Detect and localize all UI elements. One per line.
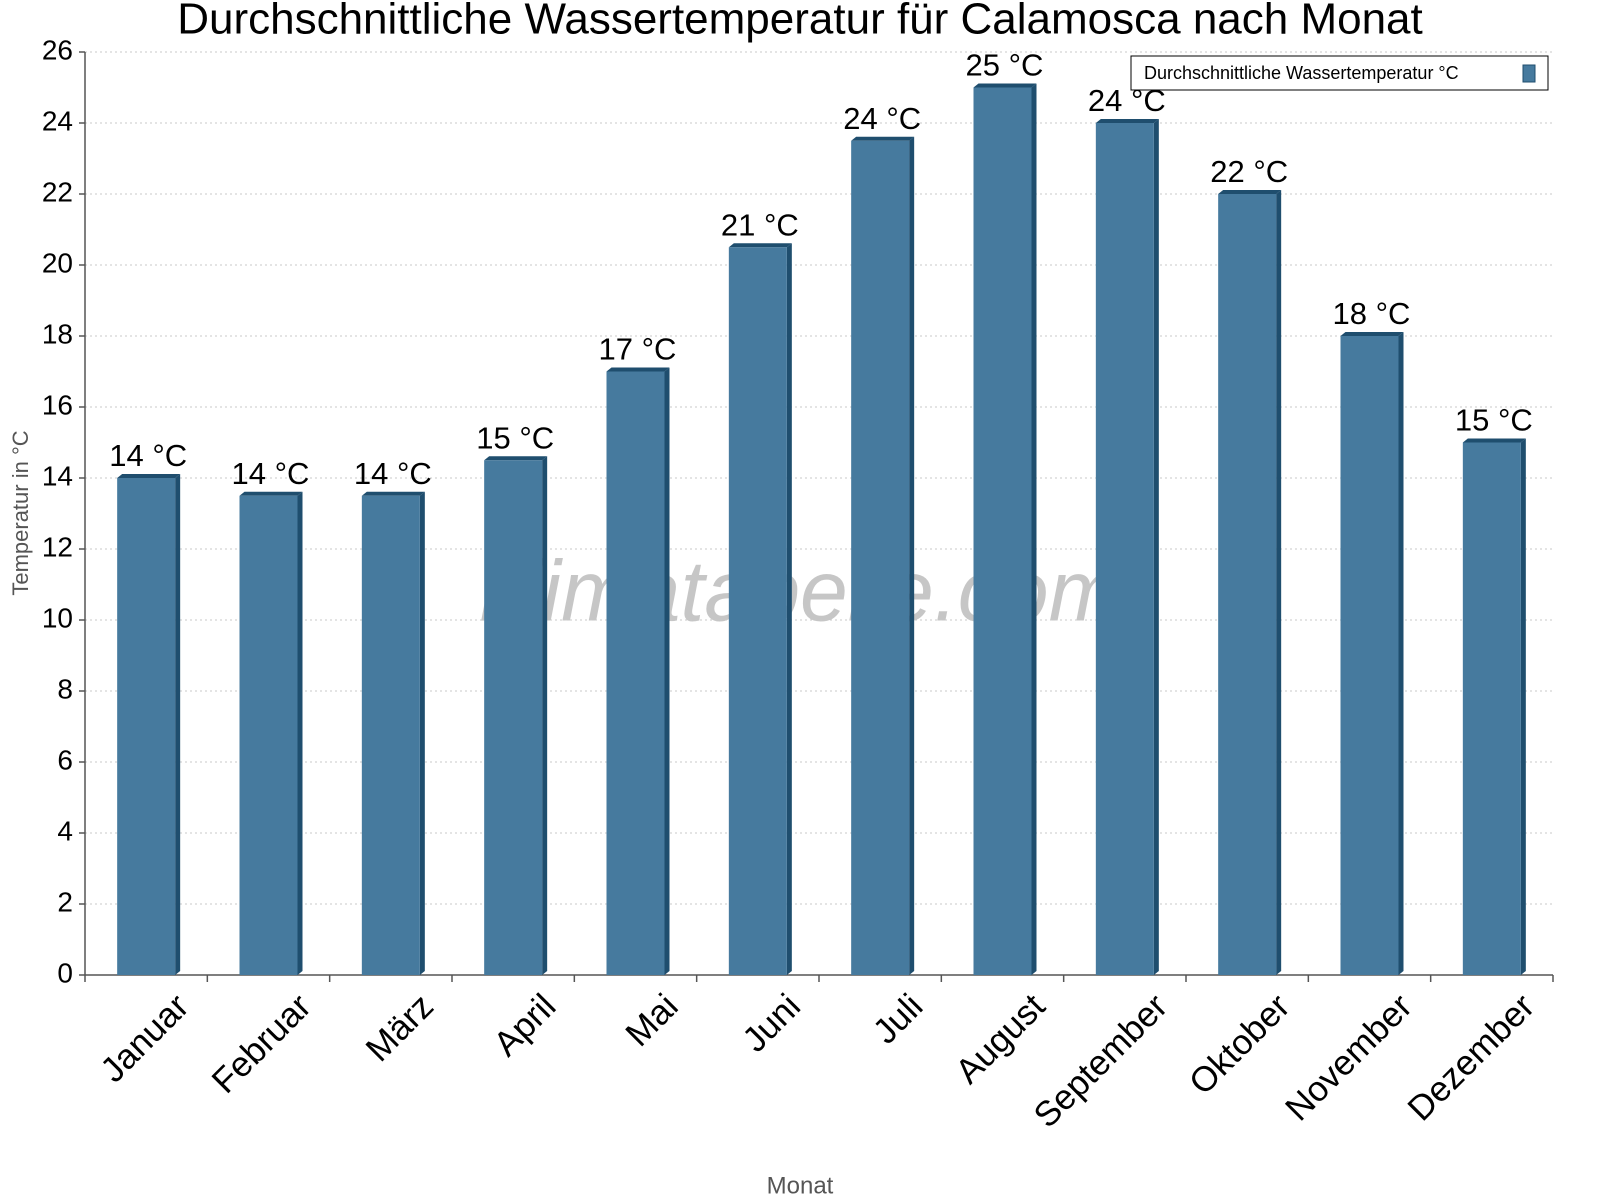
bar-side (786, 243, 792, 975)
x-tick-label: Januar (93, 986, 196, 1089)
bar-top (239, 491, 303, 496)
x-tick-label: Oktober (1182, 986, 1298, 1102)
y-tick-label: 14 (42, 460, 73, 491)
chart-title: Durchschnittliche Wassertemperatur für C… (177, 0, 1423, 44)
bar (1462, 442, 1521, 975)
bar-side (664, 367, 670, 975)
bar-side (1520, 438, 1526, 975)
x-tick-label: Dezember (1400, 986, 1542, 1128)
bar-side (1031, 83, 1037, 975)
y-axis-label: Temperatur in °C (8, 430, 33, 595)
bar (239, 495, 298, 975)
legend-swatch (1522, 64, 1536, 83)
bar-top (1095, 119, 1159, 123)
bar-top (973, 83, 1037, 88)
value-label: 18 °C (1333, 296, 1411, 331)
bar-side (542, 456, 548, 975)
value-label: 15 °C (476, 420, 554, 455)
x-tick-label: Juli (866, 987, 931, 1052)
bar (484, 460, 543, 975)
x-tick-label: Juni (735, 987, 808, 1060)
bar (851, 140, 910, 975)
x-tick-label: September (1026, 986, 1175, 1135)
bar (728, 247, 787, 975)
bar-top (361, 491, 425, 496)
y-tick-label: 10 (42, 602, 73, 633)
y-tick-label: 12 (42, 531, 73, 562)
bar-top (728, 243, 792, 248)
y-tick-label: 24 (42, 105, 73, 136)
bar-top (1340, 332, 1404, 336)
y-tick-label: 16 (42, 389, 73, 420)
bar-side (909, 136, 915, 975)
bar-side (175, 474, 181, 975)
bar (1340, 336, 1399, 975)
x-tick-label: August (948, 986, 1053, 1091)
y-tick-label: 6 (57, 744, 73, 775)
bar (361, 495, 420, 975)
bar-side (297, 491, 303, 975)
x-tick-label: November (1278, 986, 1420, 1128)
y-tick-label: 4 (57, 815, 73, 846)
bar-top (1462, 438, 1526, 443)
bar-side (1276, 190, 1282, 975)
bar-top (1218, 190, 1282, 194)
bar-side (1398, 332, 1404, 975)
bar-side (419, 491, 425, 975)
bar (1218, 194, 1277, 975)
bar-top (606, 367, 670, 372)
x-tick-label: April (486, 987, 563, 1064)
y-tick-label: 22 (42, 176, 73, 207)
value-label: 22 °C (1210, 154, 1288, 189)
bar (1095, 123, 1154, 975)
x-tick-label: März (358, 987, 441, 1070)
bar-top (117, 474, 181, 478)
value-label: 24 °C (843, 101, 921, 136)
value-label: 14 °C (232, 456, 310, 491)
bar-side (1153, 119, 1159, 975)
y-tick-label: 2 (57, 886, 73, 917)
legend-box (1130, 55, 1549, 91)
value-label: 14 °C (109, 438, 187, 473)
value-label: 25 °C (966, 48, 1044, 83)
value-label: 15 °C (1455, 403, 1533, 438)
bar-top (484, 456, 548, 461)
x-axis-label: Monat (767, 1172, 834, 1199)
y-tick-label: 18 (42, 318, 73, 349)
y-tick-label: 26 (42, 34, 73, 65)
bar (117, 478, 176, 975)
bar-top (851, 136, 915, 141)
value-label: 21 °C (721, 207, 799, 242)
y-tick-label: 0 (57, 957, 73, 988)
x-tick-label: Mai (618, 987, 685, 1054)
bar (973, 87, 1032, 975)
x-tick-label: Februar (204, 986, 318, 1100)
value-label: 14 °C (354, 456, 432, 491)
value-label: 17 °C (599, 332, 677, 367)
legend-label: Durchschnittliche Wassertemperatur °C (1144, 63, 1459, 83)
y-tick-label: 8 (57, 673, 73, 704)
bar (606, 371, 665, 975)
y-tick-label: 20 (42, 247, 73, 278)
